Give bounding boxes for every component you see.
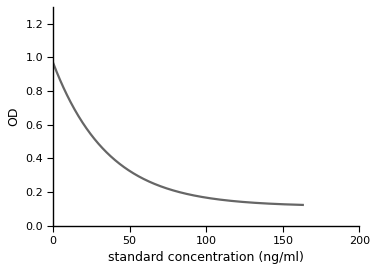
X-axis label: standard concentration (ng/ml): standard concentration (ng/ml) <box>108 251 304 264</box>
Y-axis label: OD: OD <box>7 107 20 126</box>
